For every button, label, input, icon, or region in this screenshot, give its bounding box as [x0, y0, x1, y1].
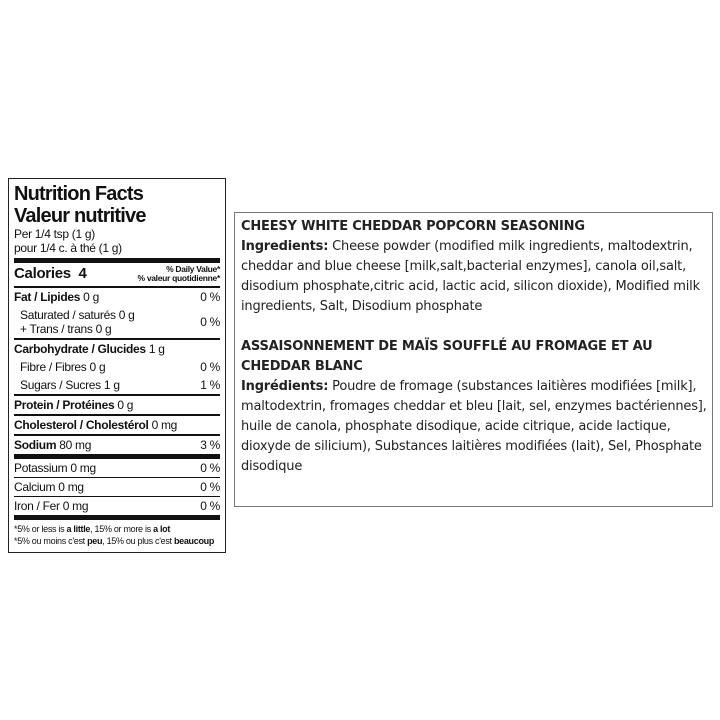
label: Saturated / saturés [20, 308, 116, 322]
label: Fibre / Fibres [20, 360, 87, 374]
rule [14, 258, 220, 263]
dv: 0 % [200, 461, 220, 475]
dv: 0 % [200, 480, 220, 494]
rule [14, 496, 220, 497]
amount: 0 g [89, 360, 106, 374]
potassium-row: Potassium 0 mg 0 % [14, 459, 220, 477]
text: peu [87, 536, 103, 546]
dv: 0 % [200, 315, 220, 329]
title-en: Nutrition Facts [14, 183, 144, 205]
amount: 0 g [118, 308, 135, 322]
rule [14, 338, 220, 340]
label: Fat / Lipides [14, 290, 81, 304]
rule [14, 434, 220, 436]
cholesterol-row: Cholesterol / Cholestérol 0 mg [14, 416, 220, 434]
iron-row: Iron / Fer 0 mg 0 % [14, 497, 220, 515]
rule [14, 394, 220, 396]
label: Sugars / Sucres [20, 378, 101, 392]
rule [14, 414, 220, 416]
label: Sodium [14, 438, 57, 452]
text: a little [66, 524, 91, 534]
title-fr: ASSAISONNEMENT DE MAÏS SOUFFLÉ AU FROMAG… [241, 339, 653, 374]
title-fr: Valeur nutritive [14, 205, 147, 227]
amount: 0 g [117, 398, 134, 412]
amount: 0 mg [62, 499, 89, 513]
text: *5% or less is [14, 524, 65, 534]
label: Potassium [14, 461, 68, 475]
text: *5% ou moins c'est [14, 536, 85, 546]
amount: 0 mg [58, 480, 84, 494]
label: + Trans / trans [20, 322, 93, 336]
title-en: CHEESY WHITE CHEDDAR POPCORN SEASONING [241, 219, 585, 234]
amount: 0 g [95, 322, 112, 336]
protein-row: Protein / Protéines 0 g [14, 396, 220, 414]
text: Cheese powder (modified milk ingredients… [241, 239, 700, 314]
label: Calcium [14, 480, 56, 494]
fat-row: Fat / Lipides 0 g 0 % [14, 288, 220, 306]
serving-en: Per 1/4 tsp (1 g) [14, 227, 95, 241]
sodium-row: Sodium 80 mg 3 % [14, 436, 220, 454]
text: , 15% or more is [90, 524, 151, 534]
amount: 0 mg [151, 418, 178, 432]
nutrition-facts-table: Nutrition Facts Valeur nutritive Per 1/4… [8, 178, 226, 553]
label: Cholesterol / Cholestérol [14, 418, 149, 432]
amount: 80 mg [59, 438, 92, 452]
footnote: *5% or less is a little, 15% or more is … [14, 520, 220, 547]
dv-header-en: % Daily Value* [166, 264, 220, 274]
carb-row: Carbohydrate / Glucides 1 g [14, 340, 220, 358]
label: Ingrédients: [241, 379, 329, 394]
text: beaucoup [173, 536, 215, 546]
sat-trans-row: Saturated / saturés 0 g + Trans / trans 0… [14, 306, 220, 338]
calcium-row: Calcium 0 mg 0 % [14, 478, 220, 496]
calories-label: Calories [14, 265, 71, 282]
ingredients-fr: Ingrédients: Poudre de fromage (substanc… [241, 377, 707, 477]
ingredients-en: Ingredients: Cheese powder (modified mil… [241, 237, 707, 317]
serving-fr: pour 1/4 c. à thé (1 g) [14, 241, 122, 255]
rule [14, 286, 220, 288]
amount: 1 g [148, 342, 165, 356]
dv: 0 % [200, 290, 220, 304]
label: Protein / Protéines [14, 398, 115, 412]
dv: 0 % [200, 499, 220, 513]
dv: 3 % [200, 438, 220, 452]
text: , 15% ou plus c'est [102, 536, 172, 546]
rule [14, 515, 220, 520]
amount: 1 g [103, 378, 120, 392]
fibre-row: Fibre / Fibres 0 g 0 % [14, 358, 220, 376]
label: Ingredients: [241, 239, 329, 254]
label: Carbohydrate / Glucides [14, 342, 146, 356]
amount: 0 mg [70, 461, 96, 475]
label: Iron / Fer [14, 499, 60, 513]
ingredients-box: CHEESY WHITE CHEDDAR POPCORN SEASONING I… [234, 212, 713, 507]
dv-header-fr: % valeur quotidienne* [137, 273, 221, 283]
text: a lot [153, 524, 171, 534]
dv: 1 % [200, 378, 220, 392]
dv: 0 % [200, 360, 220, 374]
calories-row: Calories 4 % Daily Value*% valeur quotid… [14, 263, 220, 286]
sugars-row: Sugars / Sucres 1 g 1 % [14, 376, 220, 394]
rule [14, 454, 220, 459]
amount: 0 g [83, 290, 99, 304]
rule [14, 477, 220, 478]
calories-value: 4 [78, 265, 87, 282]
text: Poudre de fromage (substances laitières … [241, 379, 707, 474]
